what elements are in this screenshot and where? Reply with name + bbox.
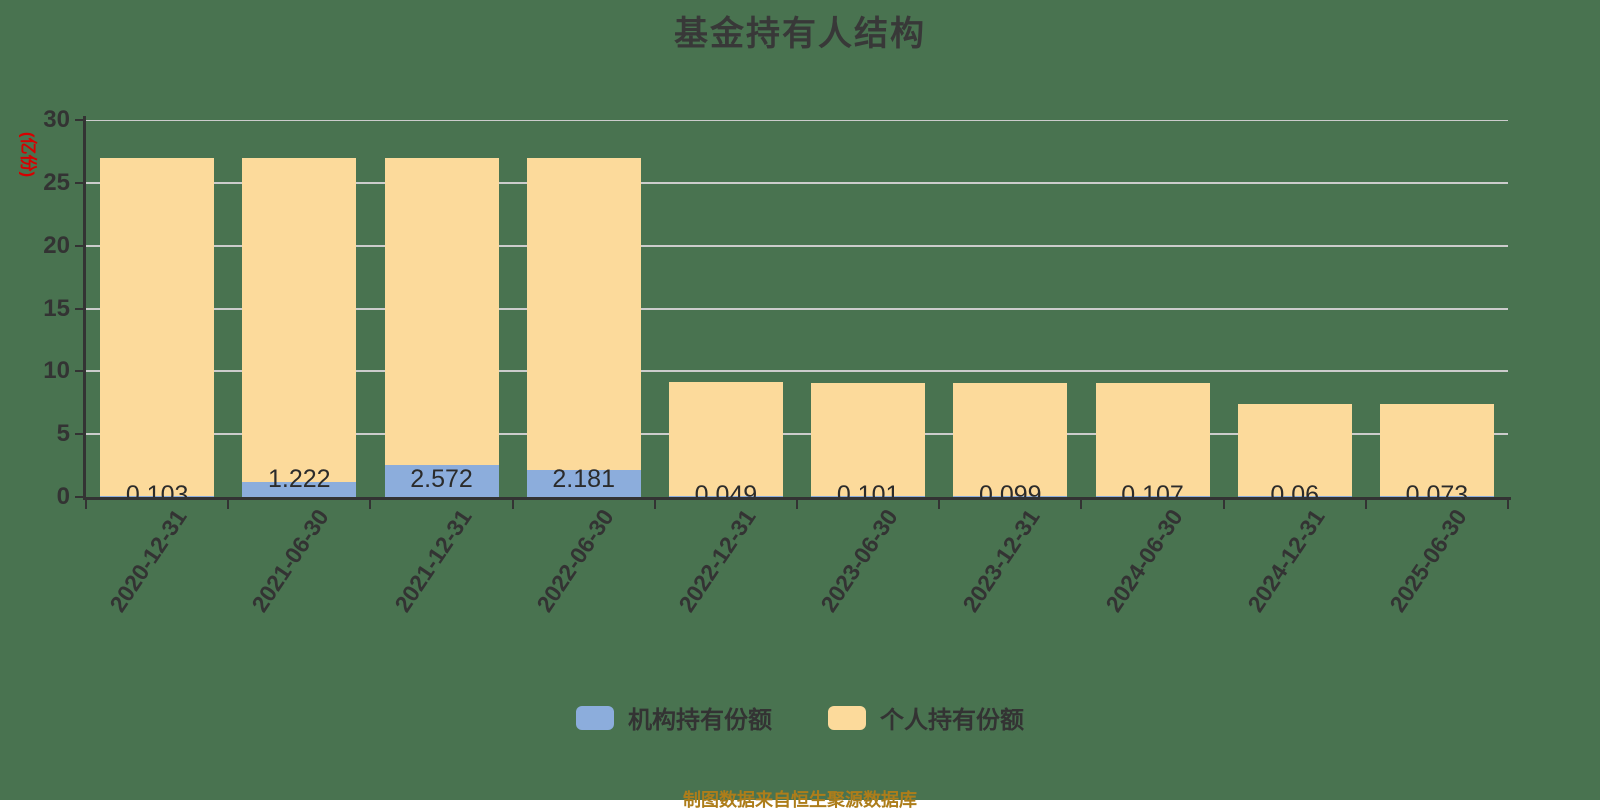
y-axis-tick (75, 496, 83, 498)
x-axis-date-label: 2025-06-30 (1384, 504, 1472, 617)
bar-value-label: 0.073 (1405, 480, 1469, 497)
grid-line (86, 181, 1508, 184)
x-axis-date-label: 2021-12-31 (388, 504, 477, 617)
x-axis-tick (1222, 500, 1225, 509)
bar-value-label: 0.101 (836, 480, 900, 497)
bar-value-label: 0.06 (1270, 480, 1320, 497)
x-axis-date-label: 2020-12-31 (104, 504, 192, 617)
legend-item-institutional[interactable]: 机构持有份额 (576, 700, 772, 735)
bar-segment-institutional[interactable] (811, 495, 926, 497)
bar-value-label: 1.222 (268, 464, 331, 493)
bar-segment-institutional[interactable] (1237, 495, 1352, 497)
legend-label: 个人持有份额 (880, 707, 1024, 734)
chart-title: 基金持有人结构 (674, 15, 926, 53)
bar-segment-individual[interactable] (953, 382, 1068, 496)
bar-value-label: 0.107 (1121, 480, 1184, 497)
y-axis-tick-label: 20 (43, 231, 70, 259)
bar-segment-individual[interactable] (526, 157, 641, 470)
x-axis-tick (1364, 500, 1367, 509)
y-axis-tick (75, 370, 83, 373)
x-axis-date-label: 2024-12-31 (1242, 504, 1330, 617)
x-axis-tick (511, 500, 514, 509)
plot-area: 0.103 1.222 2.572 2.181 0.049 0.101 0.099 0.107… (43, 108, 1511, 617)
grid-line (86, 433, 1508, 436)
y-axis-tick (75, 244, 83, 247)
x-axis-tick (653, 500, 656, 509)
plot-axes-layer: 0 5 10 15 20 25 30 2020-12-31 2021-06-30 2021-12-… (43, 108, 1511, 617)
grid-line (86, 307, 1508, 310)
bar-segment-institutional[interactable] (526, 469, 641, 497)
bar-segment-individual[interactable] (242, 157, 357, 482)
legend-swatch-icon (576, 705, 614, 730)
grid-line (86, 244, 1508, 247)
y-axis-line (83, 116, 86, 500)
bar-segment-institutional[interactable] (953, 495, 1068, 497)
y-axis-tick-label: 25 (43, 168, 70, 196)
grid-line (86, 120, 1508, 121)
x-axis-tick (227, 500, 230, 509)
x-axis-date-label: 2021-06-30 (246, 504, 335, 617)
plot-clip-region: 0.103 1.222 2.572 2.181 0.049 0.101 0.099 0.107… (86, 120, 1508, 497)
y-axis-tick (75, 119, 83, 121)
bar-segment-institutional[interactable] (242, 481, 357, 497)
y-axis-tick (75, 307, 83, 310)
bar-segment-individual[interactable] (811, 382, 926, 496)
bar-segment-institutional[interactable] (1379, 495, 1494, 497)
x-axis-tick (938, 500, 941, 509)
y-axis-tick (75, 433, 83, 436)
x-axis-date-label: 2023-06-30 (815, 504, 903, 617)
y-axis-tick (75, 181, 83, 184)
y-axis-tick-label: 5 (56, 420, 70, 448)
bar-segment-institutional[interactable] (1095, 495, 1210, 497)
bar-segment-individual[interactable] (1095, 382, 1210, 496)
x-axis-tick (369, 500, 372, 509)
y-axis-tick-label: 0 (56, 483, 70, 510)
bar-value-label: 2.572 (410, 464, 473, 493)
y-axis-tick-label: 10 (43, 357, 70, 385)
legend: 机构持有份额 个人持有份额 (0, 700, 1600, 735)
bar-segment-institutional[interactable] (668, 495, 783, 497)
legend-label: 机构持有份额 (628, 707, 772, 734)
bar-segment-institutional[interactable] (100, 495, 215, 497)
x-axis-tick (1507, 500, 1509, 509)
bar-value-label: 0.103 (125, 480, 189, 497)
bar-value-label: 0.049 (694, 480, 758, 497)
y-axis-tick-label: 15 (43, 294, 70, 322)
x-axis-date-label: 2023-12-31 (957, 504, 1046, 617)
bar-segment-individual[interactable] (668, 382, 783, 496)
x-axis-line (83, 497, 1511, 500)
bar-segment-individual[interactable] (1379, 403, 1494, 496)
x-axis-date-label: 2024-06-30 (1099, 504, 1188, 617)
y-axis-tick-label: 30 (43, 106, 70, 133)
legend-swatch-icon (828, 705, 866, 730)
bar-value-label: 2.181 (552, 464, 615, 493)
bar-value-label: 0.099 (979, 480, 1042, 497)
bar-segment-individual[interactable] (384, 157, 499, 465)
x-axis-tick (85, 500, 87, 509)
legend-item-individual[interactable]: 个人持有份额 (828, 700, 1024, 735)
grid-line (86, 370, 1508, 373)
x-axis-date-label: 2022-12-31 (673, 504, 761, 617)
x-axis-tick (1080, 500, 1083, 509)
bar-segment-individual[interactable] (1237, 403, 1352, 496)
x-axis-date-label: 2022-06-30 (531, 504, 619, 617)
bar-segment-institutional[interactable] (384, 464, 499, 497)
bar-segment-individual[interactable] (100, 157, 215, 496)
x-axis-tick (796, 500, 798, 509)
chart-source-note: 制图数据来自恒生聚源数据库 (683, 790, 917, 810)
